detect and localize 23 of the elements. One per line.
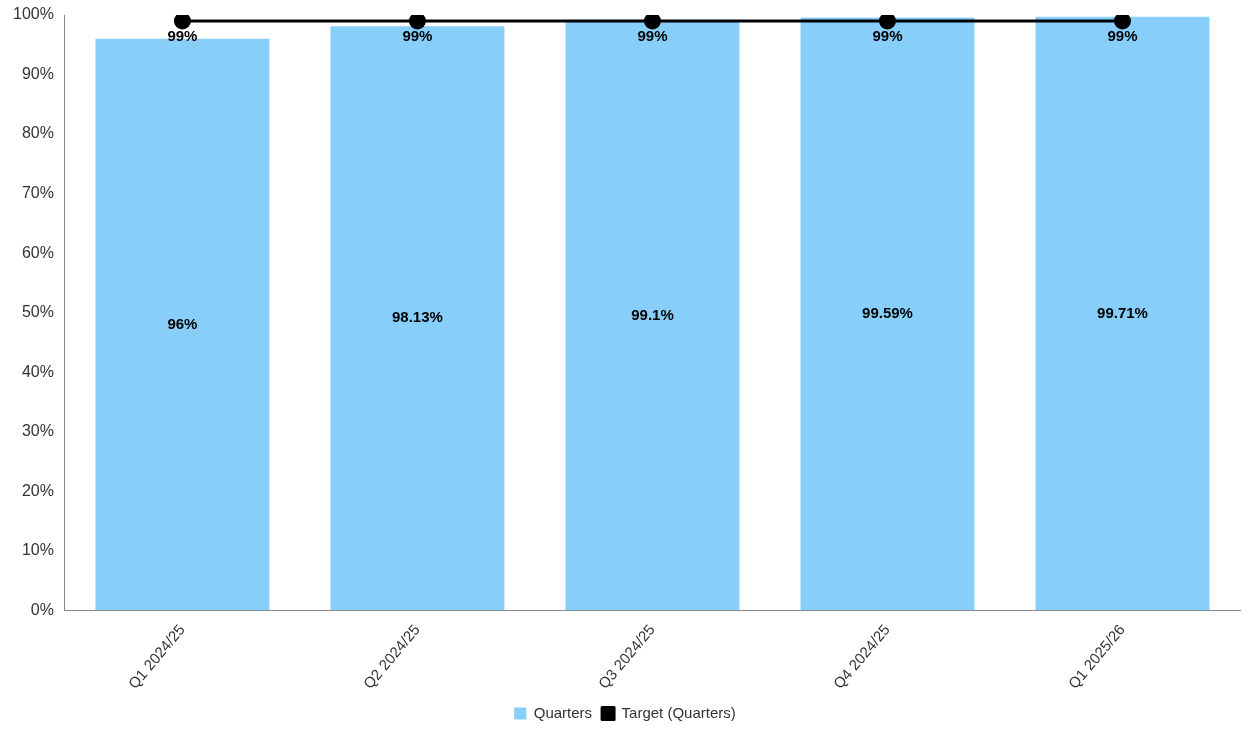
legend-label: Target (Quarters) [621, 703, 736, 721]
data-label: 99.71% [1097, 303, 1148, 321]
y-tick-label: 20% [21, 481, 54, 499]
y-tick-label: 0% [30, 600, 54, 618]
data-label: 99% [402, 26, 433, 44]
y-tick-label: 80% [21, 124, 54, 142]
data-label: 99% [167, 26, 198, 44]
y-tick-label: 10% [21, 541, 54, 559]
y-tick-label: 60% [21, 243, 54, 261]
y-tick-label: 50% [21, 303, 54, 321]
data-label: 96% [167, 314, 198, 332]
y-tick-label: 90% [21, 64, 54, 82]
data-label: 99.59% [862, 304, 913, 322]
data-label: 99% [872, 26, 903, 44]
y-tick-label: 40% [21, 362, 54, 380]
data-label: 98.13% [392, 308, 443, 326]
legend-label: Quarters [533, 703, 593, 721]
data-label: 99% [1107, 26, 1138, 44]
data-label: 99% [637, 26, 668, 44]
y-tick-label: 30% [21, 422, 54, 440]
data-label: 99.1% [631, 305, 674, 323]
y-tick-label: 70% [21, 184, 54, 202]
y-tick-label: 100% [13, 5, 54, 23]
